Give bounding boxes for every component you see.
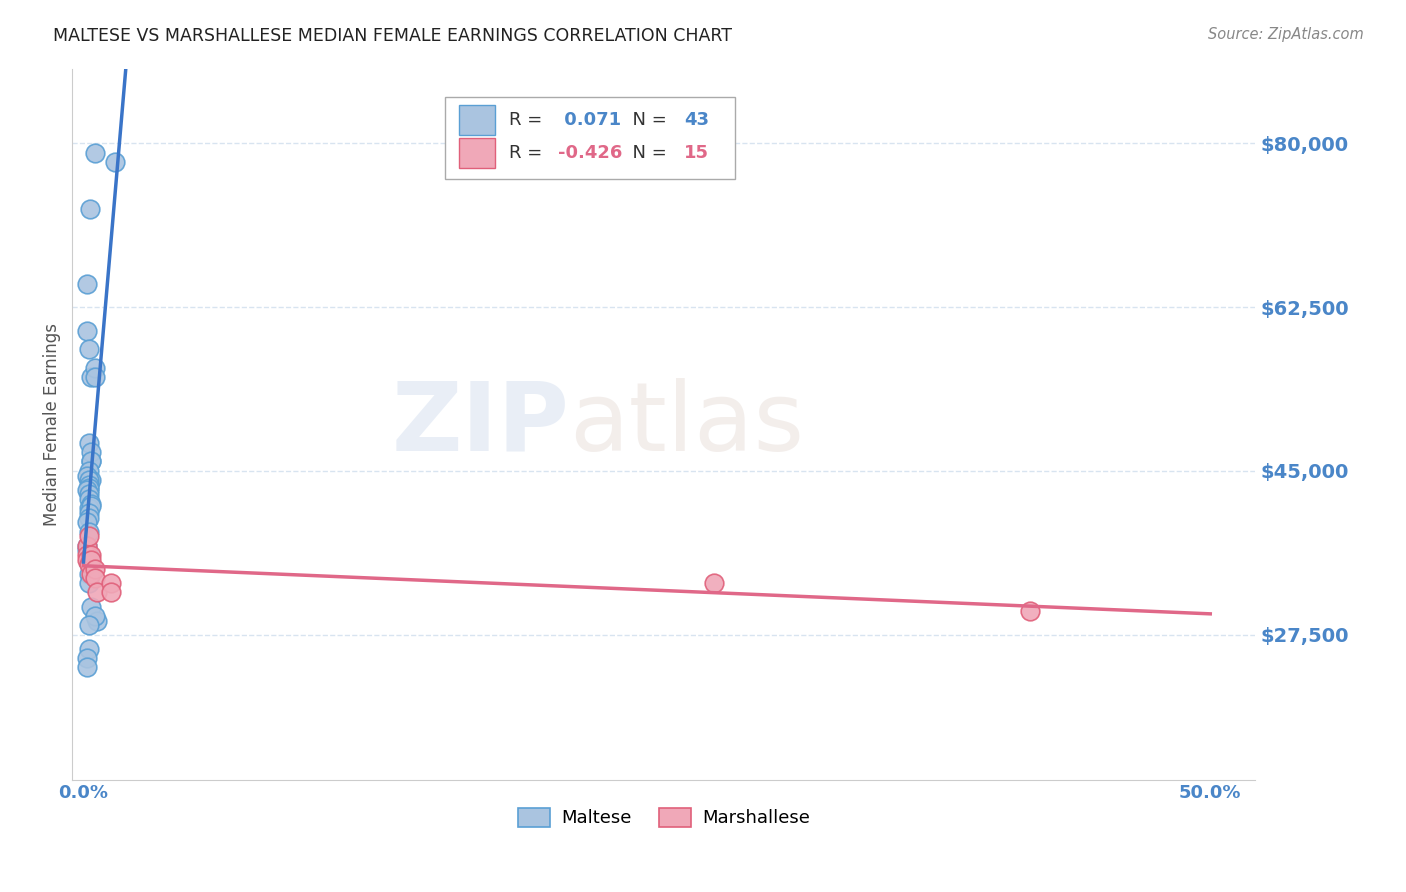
Point	[86, 614, 108, 628]
Point	[76, 660, 98, 674]
Text: ZIP: ZIP	[391, 377, 569, 471]
Point	[77, 481, 100, 495]
Point	[77, 618, 100, 632]
Point	[86, 585, 108, 599]
Point	[80, 497, 103, 511]
Point	[80, 454, 103, 468]
Text: 15: 15	[683, 145, 709, 162]
FancyBboxPatch shape	[460, 104, 495, 135]
Text: -0.426: -0.426	[558, 145, 623, 162]
Text: R =: R =	[509, 145, 548, 162]
Point	[77, 510, 100, 524]
Point	[76, 553, 98, 567]
Point	[77, 641, 100, 656]
Text: N =: N =	[621, 145, 672, 162]
Point	[77, 342, 100, 356]
Point	[77, 548, 100, 562]
Text: MALTESE VS MARSHALLESE MEDIAN FEMALE EARNINGS CORRELATION CHART: MALTESE VS MARSHALLESE MEDIAN FEMALE EAR…	[53, 27, 733, 45]
Point	[77, 478, 100, 492]
Point	[79, 202, 101, 216]
FancyBboxPatch shape	[460, 138, 495, 168]
Text: atlas: atlas	[569, 377, 804, 471]
Point	[77, 576, 100, 591]
Point	[77, 558, 100, 572]
Legend: Maltese, Marshallese: Maltese, Marshallese	[510, 801, 817, 835]
Point	[80, 445, 103, 459]
Point	[76, 483, 98, 497]
Point	[77, 566, 100, 581]
Point	[77, 473, 100, 487]
Point	[77, 483, 100, 497]
Point	[80, 566, 103, 581]
Point	[76, 539, 98, 553]
Y-axis label: Median Female Earnings: Median Female Earnings	[44, 323, 60, 525]
Text: R =: R =	[509, 111, 548, 128]
Point	[77, 558, 100, 572]
Point	[76, 548, 98, 562]
Point	[80, 599, 103, 614]
Point	[83, 360, 105, 375]
Point	[76, 539, 98, 553]
Point	[80, 454, 103, 468]
Point	[703, 576, 725, 591]
Point	[83, 608, 105, 623]
Point	[76, 277, 98, 291]
Point	[76, 324, 98, 338]
Point	[100, 585, 122, 599]
Point	[77, 501, 100, 516]
Text: 43: 43	[683, 111, 709, 128]
Point	[77, 464, 100, 478]
Point	[77, 524, 100, 539]
Point	[77, 491, 100, 506]
Point	[1019, 604, 1042, 618]
Point	[100, 576, 122, 591]
Point	[83, 562, 105, 576]
Point	[77, 529, 100, 543]
Point	[77, 506, 100, 520]
Text: Source: ZipAtlas.com: Source: ZipAtlas.com	[1208, 27, 1364, 42]
Point	[76, 468, 98, 483]
Point	[80, 370, 103, 384]
Point	[77, 435, 100, 450]
Point	[83, 571, 105, 585]
Point	[76, 516, 98, 530]
Point	[80, 548, 103, 562]
Point	[76, 651, 98, 665]
Point	[77, 487, 100, 501]
Point	[80, 553, 103, 567]
Point	[76, 543, 98, 558]
FancyBboxPatch shape	[444, 97, 735, 178]
Point	[83, 370, 105, 384]
Text: 0.071: 0.071	[558, 111, 621, 128]
Text: N =: N =	[621, 111, 672, 128]
Point	[80, 500, 103, 514]
Point	[80, 473, 103, 487]
Point	[83, 145, 105, 160]
Point	[104, 155, 127, 169]
